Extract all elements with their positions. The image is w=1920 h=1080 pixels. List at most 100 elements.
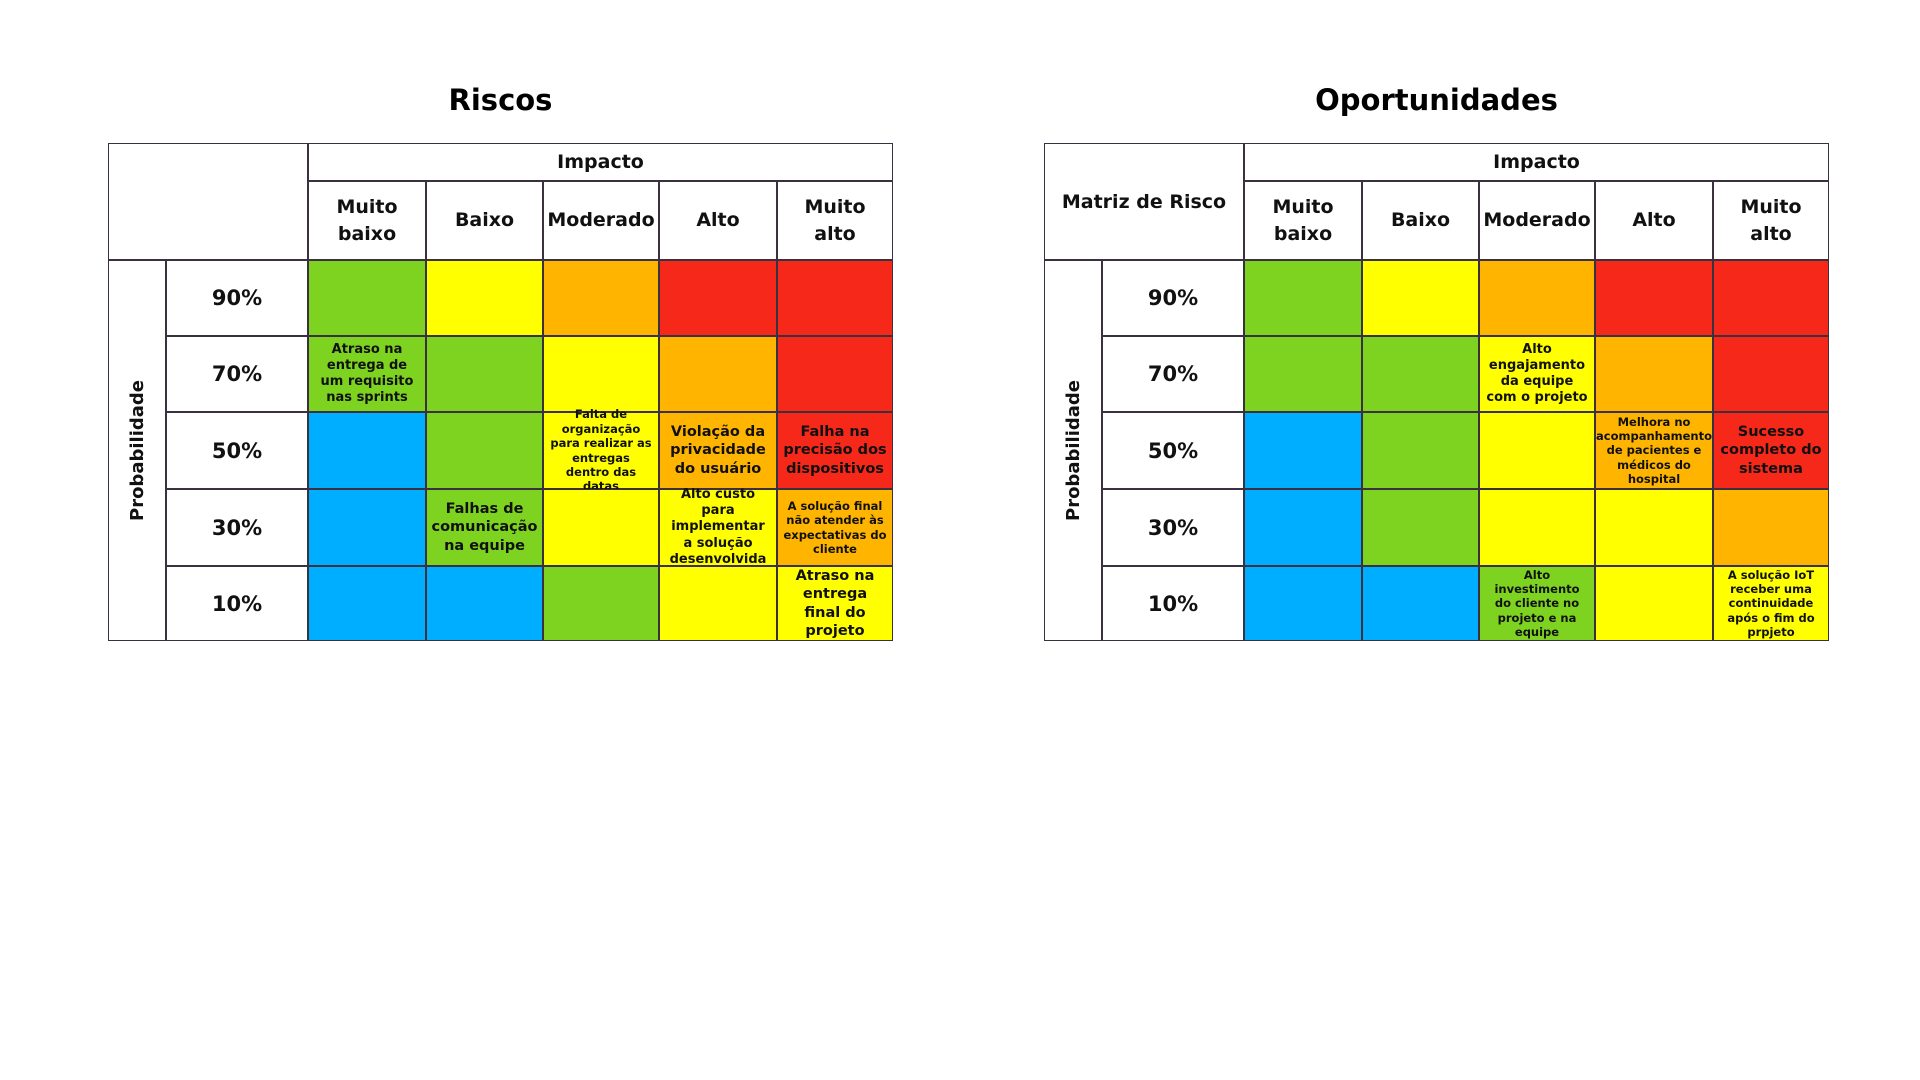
matrix-title-text: Riscos xyxy=(448,83,553,117)
row-label: 50% xyxy=(1102,412,1244,489)
matrix-title: Riscos xyxy=(108,80,893,120)
matrix-cell xyxy=(777,336,893,412)
matrix-cell xyxy=(1244,489,1362,566)
row-label-text: 70% xyxy=(211,362,263,386)
probability-label: Probabilidade xyxy=(1044,260,1102,641)
matrix-cell xyxy=(1713,260,1829,336)
column-header-text: Moderado xyxy=(547,209,655,232)
column-header: Muito baixo xyxy=(308,181,426,260)
column-header: Baixo xyxy=(426,181,543,260)
matrix-cell-text: Alto custo para implementar a solução de… xyxy=(669,486,767,567)
matrix-cell-text: Alto engajamento da equipe com o projeto xyxy=(1486,341,1588,406)
matrix-cell: Atraso na entrega final do projeto xyxy=(777,566,893,641)
column-header: Alto xyxy=(659,181,777,260)
row-label-text: 90% xyxy=(1147,286,1199,310)
matrix-cell xyxy=(1362,336,1479,412)
row-label-text: 50% xyxy=(1147,438,1199,463)
matrix-cell: Melhora no acompanhamento de pacientes e… xyxy=(1595,412,1713,489)
impact-header-text: Impacto xyxy=(557,151,644,173)
column-header-text: Baixo xyxy=(454,209,515,232)
row-label-text: 70% xyxy=(1147,362,1199,386)
row-label: 90% xyxy=(166,260,308,336)
matrix-cell xyxy=(426,336,543,412)
row-label-text: 50% xyxy=(211,438,263,463)
matrix-cell: Sucesso completo do sistema xyxy=(1713,412,1829,489)
column-header: Moderado xyxy=(1479,181,1595,260)
matrix-cell xyxy=(308,566,426,641)
matrix-cell: Falta de organização para realizar as en… xyxy=(543,407,659,493)
matrix-cell xyxy=(777,260,893,336)
matrix-cell: Alto engajamento da equipe com o projeto xyxy=(1479,336,1595,412)
matrix-cell-text: A solução IoT receber uma continuidade a… xyxy=(1727,567,1815,640)
impact-header-text: Impacto xyxy=(1493,151,1580,173)
column-header: Moderado xyxy=(543,181,659,260)
matrix-cell: Falhas de comunicação na equipe xyxy=(426,489,543,566)
matrix-cell xyxy=(1244,336,1362,412)
matrix-cell-text: Sucesso completo do sistema xyxy=(1720,424,1822,477)
corner-cell: Matriz de Risco xyxy=(1044,143,1244,260)
matrix-cell-text: A solução final não atender às expectati… xyxy=(783,498,887,556)
matrix-title-text: Oportunidades xyxy=(1315,83,1558,117)
row-label: 30% xyxy=(166,489,308,566)
matrix-cell xyxy=(308,412,426,489)
column-header-text: Muito baixo xyxy=(1272,195,1334,245)
column-header-text: Muito alto xyxy=(804,195,866,245)
matrix-cell-text: Melhora no acompanhamento de pacientes e… xyxy=(1596,414,1712,487)
corner-cell xyxy=(108,143,308,260)
row-label: 90% xyxy=(1102,260,1244,336)
column-header-text: Baixo xyxy=(1390,209,1451,232)
matrix-cell-text: Alto investimento do cliente no projeto … xyxy=(1494,567,1580,640)
matrix-cell xyxy=(1595,489,1713,566)
matrix-cell: Alto custo para implementar a solução de… xyxy=(659,486,777,567)
matrix-cell: A solução IoT receber uma continuidade a… xyxy=(1713,566,1829,641)
matrix-cell xyxy=(1362,566,1479,641)
probability-label: Probabilidade xyxy=(108,260,166,641)
impact-header: Impacto xyxy=(1244,143,1829,181)
column-header: Baixo xyxy=(1362,181,1479,260)
matrix-cell xyxy=(1713,336,1829,412)
row-label: 30% xyxy=(1102,489,1244,566)
matrix-cell xyxy=(1244,412,1362,489)
row-label-text: 90% xyxy=(211,286,263,310)
matrix-cell: Falha na precisão dos dispositivos xyxy=(777,412,893,489)
matrix-cell-text: Atraso na entrega de um requisito nas sp… xyxy=(320,341,414,406)
probability-label-text: Probabilidade xyxy=(126,380,148,521)
matrix-cell-text: Falhas de comunicação na equipe xyxy=(431,501,538,554)
matrix-cell-text: Violação da privacidade do usuário xyxy=(670,424,766,477)
column-header-text: Alto xyxy=(1632,209,1676,232)
matrix-cell xyxy=(659,336,777,412)
row-label: 50% xyxy=(166,412,308,489)
impact-header: Impacto xyxy=(308,143,893,181)
column-header: Muito alto xyxy=(777,181,893,260)
matrix-cell xyxy=(1362,260,1479,336)
matrix-cell xyxy=(426,412,543,489)
matrix-cell xyxy=(1479,489,1595,566)
row-label: 70% xyxy=(1102,336,1244,412)
matrix-cell xyxy=(659,566,777,641)
column-header-text: Muito baixo xyxy=(336,195,398,245)
matrix-cell xyxy=(1595,260,1713,336)
matrix-cell xyxy=(1595,336,1713,412)
matrix-cell xyxy=(1244,566,1362,641)
matrix-cell xyxy=(1595,566,1713,641)
matrix-cell: Violação da privacidade do usuário xyxy=(659,412,777,489)
matrix-cell-text: Atraso na entrega final do projeto xyxy=(795,568,875,639)
column-header-text: Muito alto xyxy=(1740,195,1802,245)
column-header-text: Alto xyxy=(696,209,740,232)
column-header-text: Moderado xyxy=(1483,209,1591,232)
matrix-cell xyxy=(543,489,659,566)
column-header: Muito baixo xyxy=(1244,181,1362,260)
matrix-cell xyxy=(543,260,659,336)
matrix-cell xyxy=(659,260,777,336)
row-label-text: 30% xyxy=(211,515,263,540)
matrix-cell xyxy=(1479,412,1595,489)
matrix-cell xyxy=(543,566,659,641)
row-label: 70% xyxy=(166,336,308,412)
matrix-cell xyxy=(308,260,426,336)
matrix-cell xyxy=(543,336,659,412)
row-label-text: 10% xyxy=(211,591,263,616)
matrix-cell xyxy=(1479,260,1595,336)
column-header: Muito alto xyxy=(1713,181,1829,260)
matrix-cell: Atraso na entrega de um requisito nas sp… xyxy=(308,336,426,412)
matrix-cell xyxy=(1362,489,1479,566)
